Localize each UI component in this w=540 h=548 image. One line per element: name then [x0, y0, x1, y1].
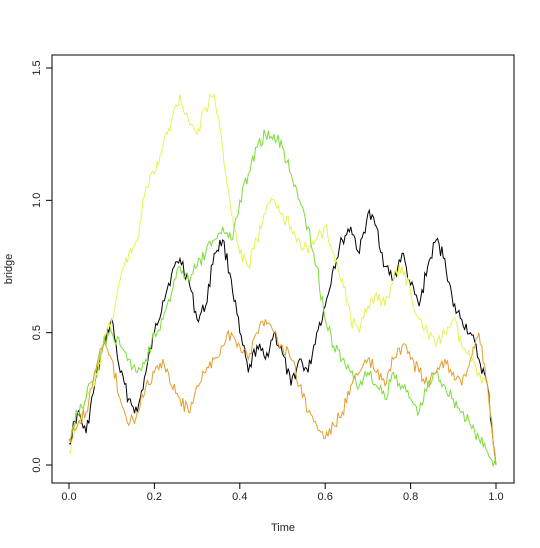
- x-tick-label: 0.0: [61, 491, 76, 503]
- x-axis-label: Time: [271, 522, 295, 534]
- x-tick-label: 0.4: [232, 491, 247, 503]
- series-line-2: [68, 92, 497, 466]
- x-tick-label: 0.6: [318, 491, 333, 503]
- series-layer: [68, 92, 497, 469]
- series-line-3: [68, 129, 497, 469]
- x-tick-label: 0.2: [147, 491, 162, 503]
- series-line-4: [68, 319, 497, 466]
- y-tick-label: 0.0: [31, 457, 43, 472]
- x-tick-label: 1.0: [488, 491, 503, 503]
- series-line-1: [68, 208, 497, 466]
- y-axis-label: bridge: [3, 254, 15, 285]
- y-tick-label: 1.0: [31, 193, 43, 208]
- axes-layer: 0.0 0.2 0.4 0.6 0.8 1.0 0.0 0.5 1.0 1.5: [31, 60, 504, 503]
- y-tick-label: 0.5: [31, 325, 43, 340]
- x-tick-label: 0.8: [403, 491, 418, 503]
- y-tick-label: 1.5: [31, 60, 43, 75]
